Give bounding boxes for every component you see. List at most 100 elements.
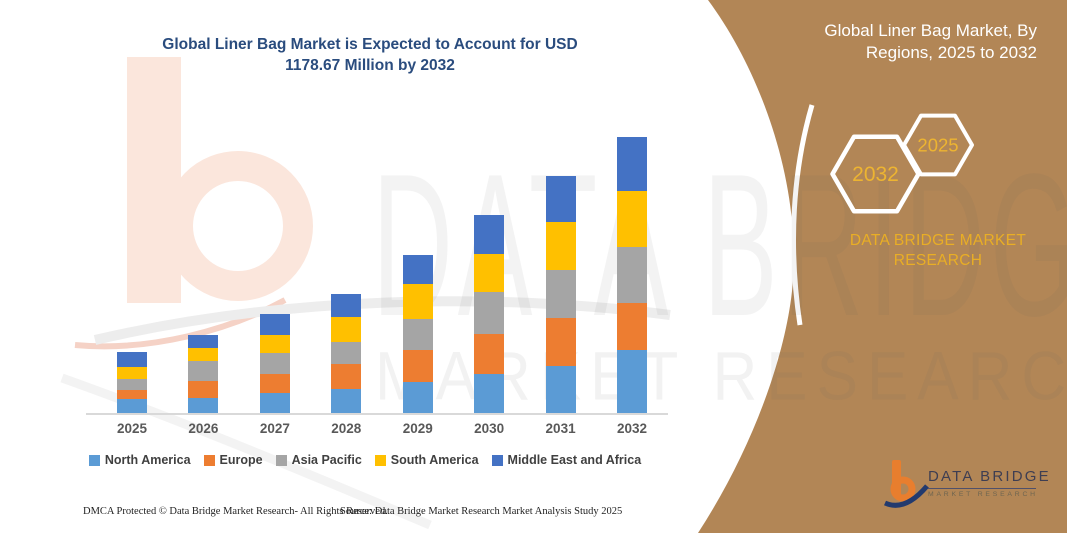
x-axis-line <box>86 413 668 415</box>
legend-swatch-icon <box>374 454 386 466</box>
bar-segment-south-america <box>545 222 576 271</box>
logo-divider <box>928 488 1036 489</box>
x-axis-label-2026: 2026 <box>188 421 219 436</box>
bar-segment-asia-pacific <box>259 352 290 375</box>
bar-segment-europe <box>545 317 576 366</box>
bar-segment-europe <box>259 374 290 393</box>
x-axis-label-2028: 2028 <box>331 421 362 436</box>
brand-text-line1: DATA BRIDGE MARKET <box>849 232 1027 249</box>
bar-segment-asia-pacific <box>331 341 362 365</box>
legend-label: Europe <box>219 453 263 467</box>
hexagon-2032 <box>830 134 921 214</box>
bar-segment-middle-east-and-africa <box>259 313 290 336</box>
bar-segment-asia-pacific <box>117 379 147 391</box>
legend-label: South America <box>390 453 479 467</box>
hexagon-2025-label: 2025 <box>917 135 958 156</box>
x-axis-label-2032: 2032 <box>616 421 648 436</box>
legend-swatch-icon <box>88 454 100 466</box>
chart-title-line2: 1178.67 Million by 2032 <box>285 56 455 74</box>
bar-segment-europe <box>402 349 433 383</box>
bar-segment-asia-pacific <box>188 361 219 382</box>
bar-segment-middle-east-and-africa <box>402 255 433 284</box>
bar-segment-europe <box>188 381 219 398</box>
bar-segment-south-america <box>331 316 362 342</box>
bar-segment-south-america <box>402 283 433 319</box>
footer-dmca: DMCA Protected © Data Bridge Market Rese… <box>83 506 388 517</box>
bar-segment-middle-east-and-africa <box>474 215 505 255</box>
bar-segment-middle-east-and-africa <box>545 175 576 223</box>
x-axis-label-2025: 2025 <box>116 421 148 436</box>
legend-label: Middle East and Africa <box>507 453 642 467</box>
chart-title: Global Liner Bag Market is Expected to A… <box>115 35 625 77</box>
footer-source: Source: Data Bridge Market Research Mark… <box>340 506 623 517</box>
bar-segment-europe <box>617 303 647 351</box>
bar-segment-north-america <box>545 365 576 413</box>
bar-2028 <box>331 293 362 413</box>
side-heading-line2: Regions, 2025 to 2032 <box>865 43 1037 63</box>
bar-segment-middle-east-and-africa <box>188 334 219 348</box>
bar-segment-north-america <box>331 388 362 413</box>
legend-item-middle-east-and-africa: Middle East and Africa <box>491 453 642 467</box>
x-axis-label-2027: 2027 <box>259 421 290 436</box>
data-bridge-logo: DATA BRIDGE MARKET RESEARCH <box>884 458 1051 512</box>
legend-label: North America <box>104 453 191 467</box>
bar-segment-middle-east-and-africa <box>617 137 647 192</box>
bar-segment-south-america <box>188 347 219 362</box>
bar-segment-middle-east-and-africa <box>331 293 362 317</box>
x-axis-label-2030: 2030 <box>474 421 505 436</box>
bar-segment-asia-pacific <box>402 318 433 350</box>
bar-segment-north-america <box>188 397 219 413</box>
legend-swatch-icon <box>275 454 287 466</box>
white-arc-decoration <box>791 104 815 326</box>
bar-segment-europe <box>331 364 362 389</box>
bar-segment-europe <box>474 334 505 375</box>
bar-2030 <box>474 215 505 413</box>
bar-segment-north-america <box>402 382 433 413</box>
bar-segment-south-america <box>117 366 147 380</box>
legend-item-south-america: South America <box>374 453 479 467</box>
bar-segment-north-america <box>259 392 290 413</box>
legend-item-europe: Europe <box>203 453 263 467</box>
chart-title-line1: Global Liner Bag Market is Expected to A… <box>162 36 578 53</box>
bar-segment-asia-pacific <box>617 246 647 304</box>
side-heading-line1: Global Liner Bag Market, By <box>824 21 1037 40</box>
legend-item-north-america: North America <box>88 453 191 467</box>
legend-item-asia-pacific: Asia Pacific <box>275 453 362 467</box>
bar-segment-north-america <box>117 398 147 413</box>
bar-2027 <box>259 313 290 413</box>
bar-segment-south-america <box>474 254 505 292</box>
x-axis-label-2031: 2031 <box>545 421 576 436</box>
hexagon-2032-label: 2032 <box>852 163 899 186</box>
x-axis-label-2029: 2029 <box>402 421 433 436</box>
logo-name: DATA BRIDGE <box>928 468 1051 485</box>
side-panel-shape <box>698 0 1067 533</box>
legend-swatch-icon <box>491 454 503 466</box>
hexagon-2025 <box>902 113 974 177</box>
chart-legend: North America Europe Asia Pacific South Ame… <box>70 453 660 467</box>
logo-b-icon <box>884 460 929 508</box>
logo-text: DATA BRIDGE MARKET RESEARCH <box>928 468 1051 498</box>
bar-segment-asia-pacific <box>545 270 576 318</box>
brand-text: DATA BRIDGE MARKET RESEARCH <box>828 231 1048 271</box>
legend-swatch-icon <box>203 454 215 466</box>
bar-segment-south-america <box>617 191 647 247</box>
bar-2032 <box>617 137 647 413</box>
brand-text-line2: RESEARCH <box>893 252 983 270</box>
bar-segment-europe <box>117 390 147 399</box>
side-panel-heading: Global Liner Bag Market, By Regions, 202… <box>780 20 1037 65</box>
bar-segment-middle-east-and-africa <box>117 352 147 367</box>
bar-segment-north-america <box>474 374 505 413</box>
bar-2029 <box>402 255 433 413</box>
bar-segment-south-america <box>259 335 290 353</box>
bar-2031 <box>545 175 576 413</box>
bar-2026 <box>188 334 219 413</box>
bar-segment-north-america <box>617 350 647 413</box>
bar-segment-asia-pacific <box>474 291 505 335</box>
bar-2025 <box>117 352 147 413</box>
logo-subtitle: MARKET RESEARCH <box>928 491 1038 498</box>
legend-label: Asia Pacific <box>291 453 362 467</box>
